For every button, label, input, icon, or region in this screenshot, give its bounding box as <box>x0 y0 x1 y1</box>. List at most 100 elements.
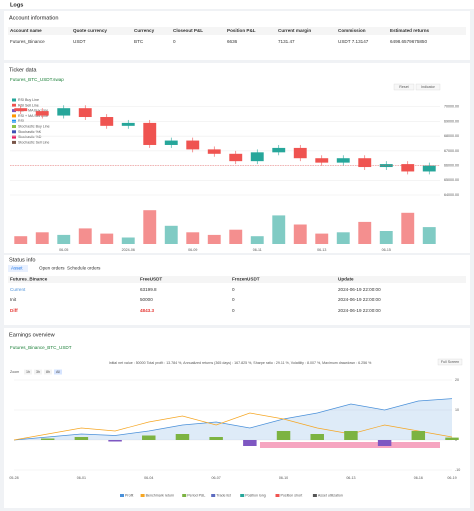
button-label[interactable]: Indicator <box>421 85 436 89</box>
volume-bar <box>143 210 157 244</box>
table-cell: 0 <box>232 297 235 302</box>
pnl-bar <box>175 434 190 440</box>
button[interactable] <box>415 83 441 91</box>
account-card <box>4 11 470 60</box>
column-header: Closeout P&L <box>173 28 203 33</box>
pnl-bar <box>209 437 223 440</box>
table-cell: 50000 <box>140 297 153 302</box>
x-tick-label: 06-16 <box>414 476 423 480</box>
zoom-button[interactable] <box>54 369 62 375</box>
tab[interactable]: Open orders <box>39 266 65 271</box>
y-tick-label: 65000.00 <box>444 178 459 182</box>
button[interactable] <box>393 83 415 91</box>
zoom-button[interactable] <box>34 369 42 375</box>
zoom-label[interactable]: 8h <box>46 370 50 374</box>
legend-entry: RSI + MA Buy Line <box>18 109 48 113</box>
volume-bar <box>358 221 372 244</box>
series-line <box>13 398 453 441</box>
x-tick-label: 06-19 <box>447 476 456 480</box>
legend-swatch <box>120 494 124 497</box>
button-label[interactable]: Reset <box>399 85 408 89</box>
chart-title: Initial net value : 50000 Total profit :… <box>109 361 372 365</box>
column-header: Estimated returns <box>390 28 430 33</box>
legend-entry: Stochastic %K <box>18 130 42 134</box>
column-header: Position P&L <box>227 28 256 33</box>
legend-swatch <box>12 114 16 118</box>
pnl-bar <box>310 434 324 440</box>
zoom-button[interactable] <box>24 369 32 375</box>
legend-entry[interactable]: Benchmark return <box>146 493 175 497</box>
column-header: Quote currency <box>73 28 107 33</box>
candle-body <box>293 147 307 159</box>
x-tick-label: 05-28 <box>9 476 18 480</box>
y-tick-label: 67000.00 <box>444 149 459 153</box>
candle-body <box>336 158 350 163</box>
symbol: Futures_Binance_BTC_USDT <box>10 345 72 350</box>
series-line <box>13 412 453 441</box>
position-band <box>260 442 440 448</box>
legend-entry[interactable]: Position short <box>281 493 303 497</box>
candle-body <box>57 108 71 116</box>
table-cell: USDT <box>73 39 86 44</box>
x-tick-label: 06-01 <box>77 476 86 480</box>
y-tick-label: -10 <box>455 468 460 472</box>
x-tick-label: 06-13 <box>346 476 355 480</box>
pnl-bar <box>40 438 55 440</box>
volume-bar <box>250 236 264 244</box>
candle-body <box>422 165 436 172</box>
candle-body <box>358 158 372 168</box>
legend-swatch <box>275 494 280 497</box>
legend-swatch <box>140 494 145 497</box>
volume-bar <box>164 225 178 244</box>
zoom-label[interactable]: All <box>56 370 60 374</box>
tab[interactable]: Asset <box>11 266 23 271</box>
zoom-button[interactable] <box>44 369 52 375</box>
x-tick-label: 06-13 <box>317 248 326 252</box>
column-header: Futures_Binance <box>10 277 48 282</box>
candle-body <box>250 152 264 162</box>
candle-body <box>272 147 286 153</box>
candle-body <box>14 108 28 112</box>
legend-entry: RSI Buy Line <box>18 98 39 102</box>
candle-body <box>401 164 415 172</box>
candle-body <box>121 122 135 126</box>
candle-body <box>78 108 92 118</box>
legend-entry[interactable]: Trade list <box>216 493 231 497</box>
table-header <box>8 27 466 35</box>
table-cell: USDT 7.13147 <box>338 39 369 44</box>
column-header: Update <box>338 277 354 282</box>
pnl-bar <box>445 437 459 440</box>
pnl-bar <box>411 431 426 440</box>
button-label[interactable]: Full Screen <box>441 360 459 364</box>
volume-bar <box>57 234 71 244</box>
volume-bar <box>293 224 307 244</box>
zoom-label[interactable]: 1h <box>26 370 30 374</box>
legend-entry[interactable]: Position long <box>245 493 266 497</box>
column-header: Commission <box>338 28 366 33</box>
tab[interactable]: Schedule orders <box>67 266 101 271</box>
legend-entry: Stochastic Buy Line <box>18 124 50 128</box>
section-title: Status info <box>9 257 35 263</box>
legend-entry[interactable]: Period P&L <box>187 493 205 497</box>
table-cell: Futures_Binance <box>10 39 45 44</box>
x-tick-label: 06-07 <box>212 476 221 480</box>
table-cell: 2024-06-19 22:00:00 <box>338 287 381 292</box>
candle-body <box>35 111 49 116</box>
legend-entry: RSI + MA Sell Line <box>18 114 48 118</box>
zoom-label[interactable]: 3h <box>36 370 40 374</box>
y-tick-label: 70000.00 <box>444 105 459 109</box>
table-cell: 7131.47 <box>278 39 295 44</box>
x-tick-label: 06-04 <box>144 476 153 480</box>
volume-bar <box>14 236 28 244</box>
y-tick-label: 66000.00 <box>444 164 459 168</box>
x-tick-label: 06-11 <box>253 248 262 252</box>
tab-active <box>8 265 28 272</box>
volume-bar <box>336 232 350 244</box>
legend-entry: Stochastic %D <box>18 135 42 139</box>
legend-entry[interactable]: Asset utilization <box>318 493 343 497</box>
button[interactable] <box>437 358 463 366</box>
column-header: FrozenUSDT <box>232 277 260 282</box>
legend-entry[interactable]: Profit <box>125 493 133 497</box>
table-cell: Init <box>10 297 17 302</box>
